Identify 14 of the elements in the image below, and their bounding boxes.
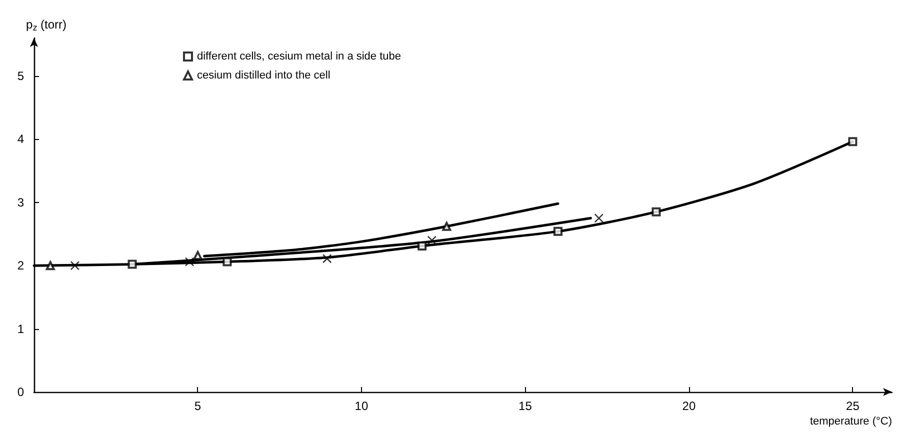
x-tick-label: 5 bbox=[194, 399, 202, 413]
y-tick-label: 1 bbox=[17, 322, 24, 336]
legend-label: cesium distilled into the cell bbox=[197, 70, 330, 82]
y-tick-label: 3 bbox=[17, 195, 24, 210]
y-tick-label: 0 bbox=[17, 385, 24, 399]
y-tick-label: 2 bbox=[17, 258, 24, 273]
x-tick-label: 25 bbox=[846, 399, 860, 413]
legend-label: different cells, cesium metal in a side tube bbox=[197, 50, 402, 62]
x-tick-label: 10 bbox=[354, 399, 368, 413]
x-tick-label: 20 bbox=[682, 399, 696, 413]
x-axis-title: temperature (°C) bbox=[810, 416, 892, 428]
x-tick-label: 15 bbox=[518, 399, 532, 413]
y-tick-label: 5 bbox=[17, 68, 24, 83]
y-tick-label: 4 bbox=[17, 132, 24, 146]
